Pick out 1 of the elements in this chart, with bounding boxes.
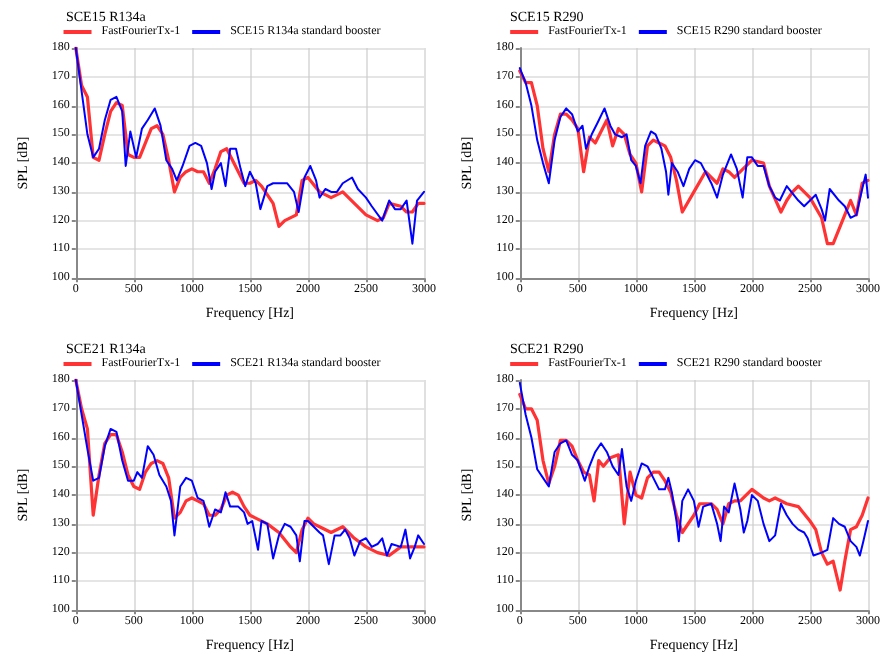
line-series bbox=[518, 391, 870, 591]
